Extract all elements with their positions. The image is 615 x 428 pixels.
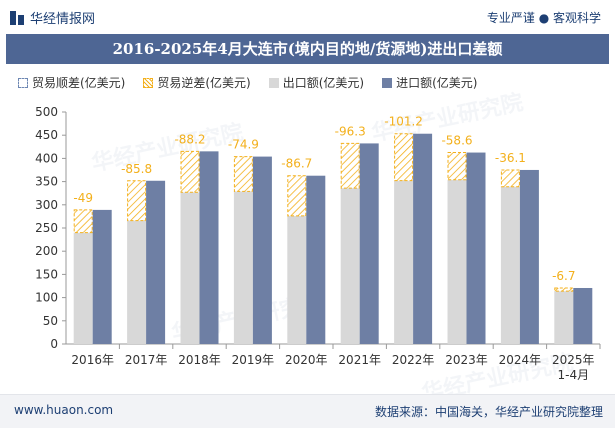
deficit-swatch-icon [143,77,154,88]
deficit-data-label: -86.7 [281,157,312,171]
deficit-bar [500,169,520,188]
export-bar [554,291,574,344]
import-bar [573,287,593,344]
deficit-data-label: -101.2 [384,115,423,129]
export-bar [500,186,520,344]
y-tick-label: 350 [35,175,58,189]
logo-text: 华经情报网 [30,12,96,27]
y-tick-label: 50 [43,314,58,328]
footer-url: www.huaon.com [14,403,114,417]
deficit-bar [554,287,574,292]
y-tick-label: 200 [35,244,58,258]
deficit-data-label: -96.3 [335,124,366,138]
deficit-data-label: -36.1 [495,151,526,165]
import-bar [92,209,112,344]
y-tick-label: 450 [35,128,58,142]
legend-item-surplus: 贸易顺差(亿美元) [18,74,125,91]
y-tick-label: 150 [35,267,58,281]
export-bar [394,180,414,344]
import-bar [306,175,326,344]
export-bar [287,215,307,344]
import-swatch-icon [382,77,393,88]
legend: 贸易顺差(亿美元) 贸易逆差(亿美元) 出口额(亿美元) 进口额(亿美元) [18,74,478,91]
x-tick-label: 1-4月 [557,368,589,382]
slogan: 专业严谨 ● 客观科学 [486,11,601,25]
x-tick-label: 2023年 [445,353,488,367]
y-tick-label: 0 [50,337,58,351]
bar-chart: 0 50 100 150 200 250 300 350 400 450 500 2016年 2017年… [35,105,601,382]
deficit-bar [233,156,253,192]
x-tick-label: 2019年 [232,353,275,367]
x-tick-label: 2021年 [338,353,381,367]
legend-label-export: 出口额(亿美元) [282,76,365,90]
legend-label-import: 进口额(亿美元) [396,76,478,90]
export-bar [73,232,93,344]
y-tick-label: 250 [35,221,58,235]
deficit-bar [340,142,360,189]
x-tick-label: 2025年 [552,353,595,367]
header-bar: 华经情报网 专业严谨 ● 客观科学 [0,0,615,34]
legend-item-export: 出口额(亿美元) [268,74,365,91]
deficit-data-label: -88.2 [174,132,205,146]
import-bar [146,180,166,344]
import-bar [519,169,539,344]
import-bar [413,133,433,344]
x-tick-label: 2020年 [285,353,328,367]
y-tick-label: 300 [35,198,58,212]
deficit-data-label: -85.8 [121,162,152,176]
deficit-bar [127,180,147,222]
deficit-bar [394,133,414,182]
import-bar [466,152,486,344]
footer: www.huaon.com 数据来源：中国海关，华经产业研究院整理 [0,394,615,428]
import-bar [199,151,219,344]
legend-label-surplus: 贸易顺差(亿美元) [32,76,126,90]
export-bar [340,188,360,344]
import-bar [359,143,379,344]
deficit-data-label: -6.7 [552,269,575,283]
x-tick-label: 2016年 [71,353,114,367]
export-bar [180,192,200,344]
x-tick-label: 2017年 [125,353,168,367]
y-tick-label: 100 [35,291,58,305]
y-tick-label: 400 [35,151,58,165]
deficit-data-label: -74.9 [228,138,259,152]
deficit-data-label: -58.6 [441,134,472,148]
export-swatch-icon [268,77,279,88]
deficit-data-label: -49 [73,191,93,205]
legend-item-deficit: 贸易逆差(亿美元) [143,74,251,91]
export-bar [127,220,147,344]
x-tick-label: 2024年 [499,353,542,367]
x-tick-label: 2018年 [178,353,221,367]
chart-title: 2016-2025年4月大连市(境内目的地/货源地)进出口差额 [6,34,609,64]
import-bar [252,156,272,344]
legend-item-import: 进口额(亿美元) [382,74,478,91]
logo-icon [10,10,24,25]
footer-source: 数据来源：中国海关，华经产业研究院整理 [374,405,603,419]
deficit-bar [73,209,93,234]
legend-label-deficit: 贸易逆差(亿美元) [157,76,251,90]
export-bar [233,191,253,344]
logo: 华经情报网 [10,8,95,27]
surplus-swatch-icon [18,77,28,88]
deficit-bar [447,152,467,181]
deficit-bar [180,150,200,193]
y-tick-label: 500 [35,105,58,119]
export-bar [447,179,467,344]
deficit-bar [287,175,307,217]
x-tick-label: 2022年 [392,353,435,367]
